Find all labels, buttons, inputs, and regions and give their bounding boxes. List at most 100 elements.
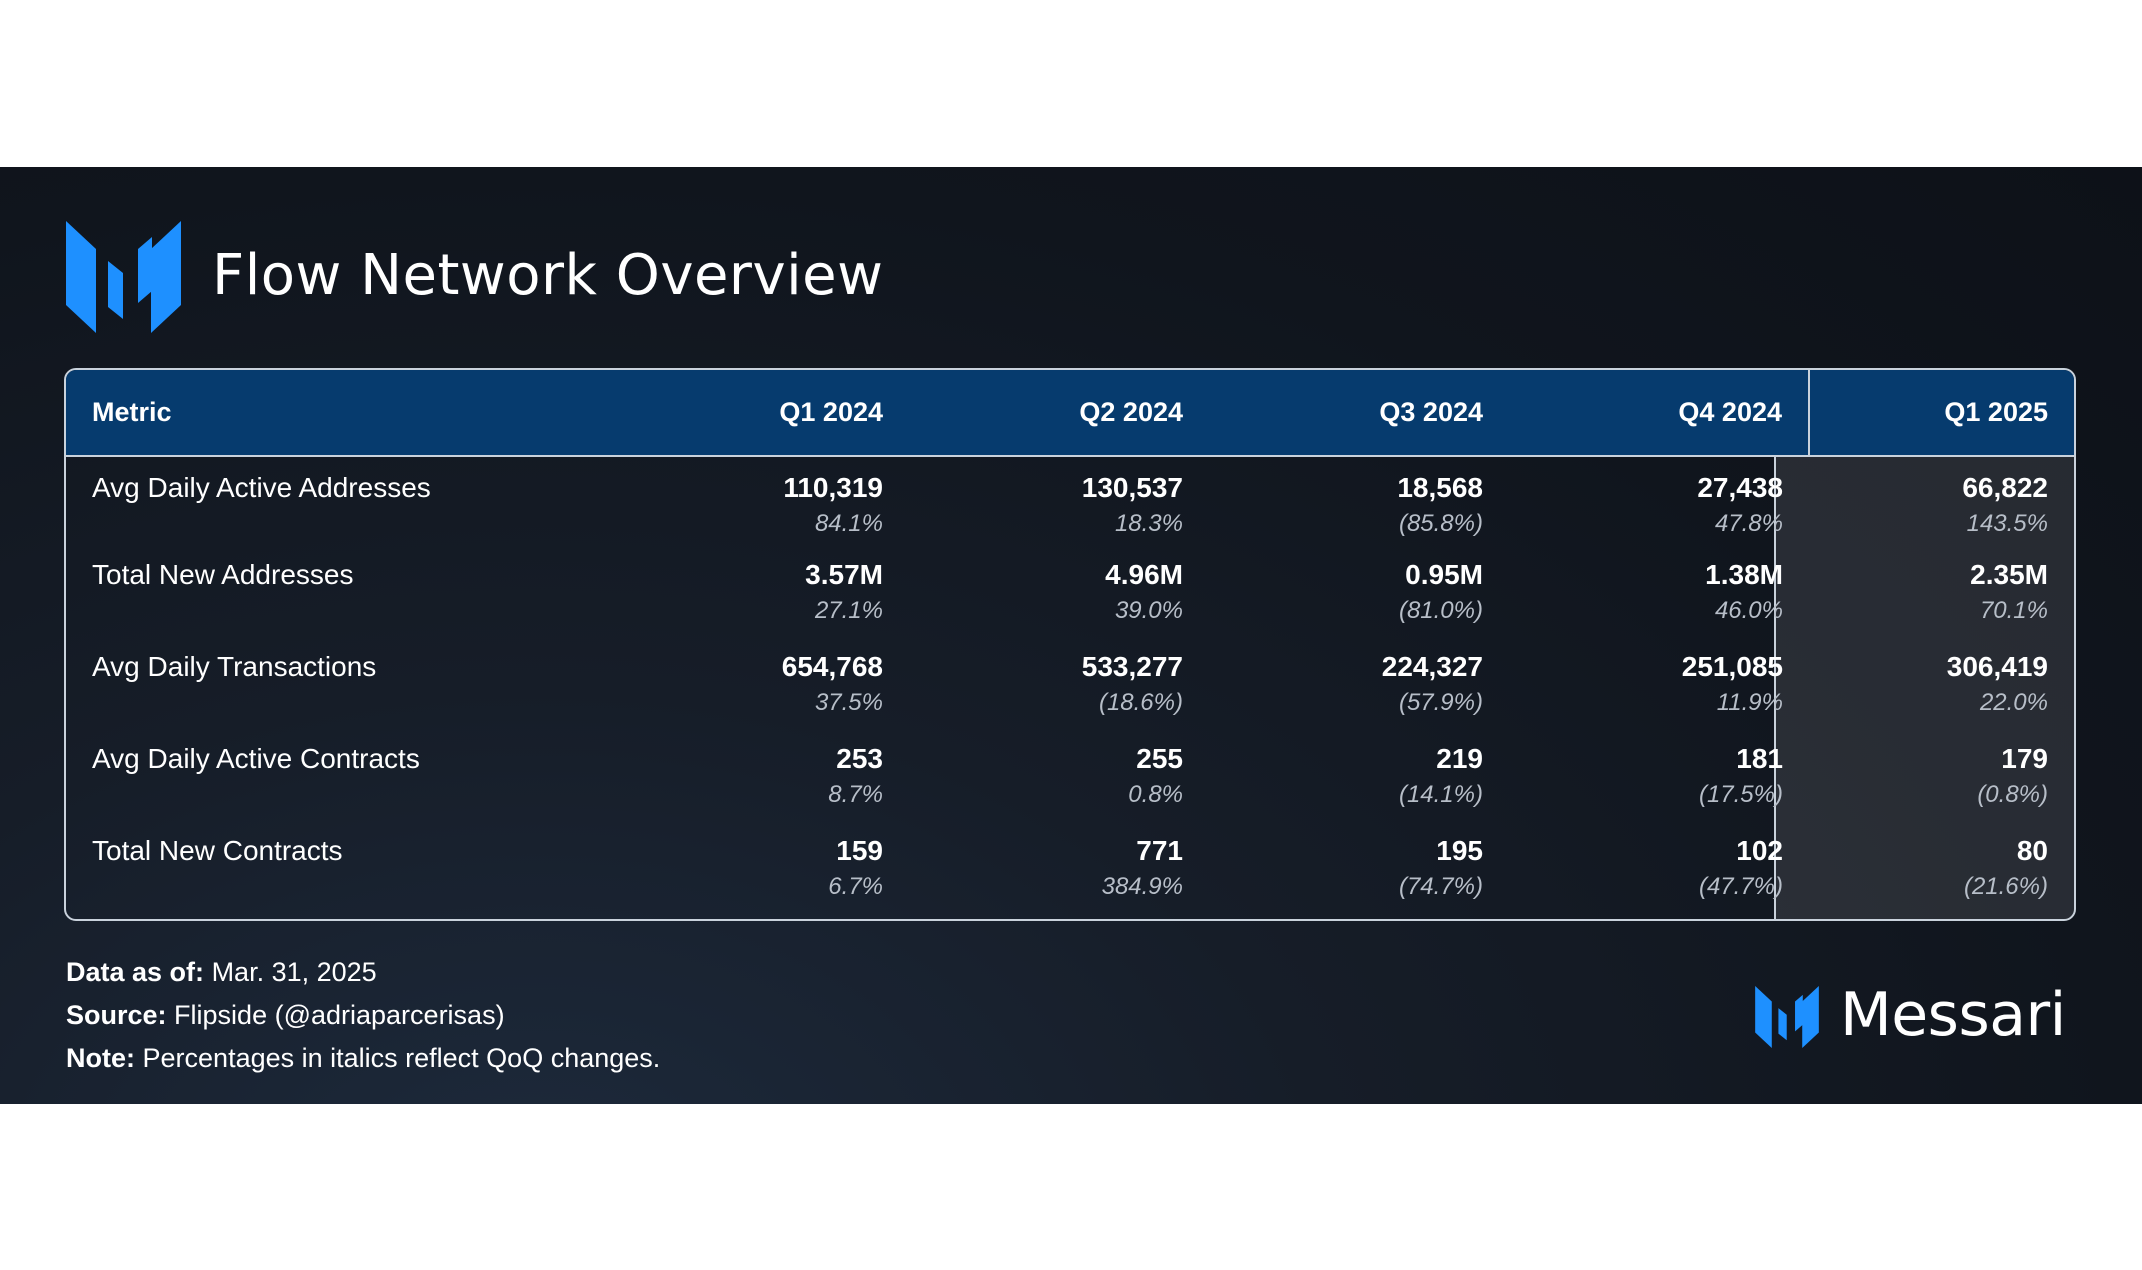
metric-value: 3.57M: [805, 559, 883, 590]
metrics-table-container: Metric Q1 2024 Q2 2024 Q3 2024 Q4 2024 Q…: [64, 368, 2076, 921]
note-value: Percentages in italics reflect QoQ chang…: [142, 1043, 661, 1073]
metric-value: 110,319: [783, 472, 883, 503]
metric-name-cell: Avg Daily Transactions: [66, 648, 609, 740]
metric-value: 181: [1736, 743, 1783, 774]
value-cell: 195 (74.7%): [1209, 832, 1509, 919]
note-line: Note: Percentages in italics reflect QoQ…: [66, 1037, 660, 1080]
value-cell: 306,419 22.0%: [1809, 648, 2074, 740]
metric-name-cell: Avg Daily Active Contracts: [66, 740, 609, 832]
qoq-change: 84.1%: [814, 510, 883, 537]
value-cell: 80 (21.6%): [1809, 832, 2074, 919]
metric-value: 66,822: [1962, 472, 2048, 503]
metric-value: 80: [2016, 835, 2048, 866]
metric-label: Avg Daily Active Addresses: [92, 472, 431, 503]
qoq-change: 18.3%: [1114, 510, 1183, 537]
table-row: Avg Daily Active Addresses 110,319 84.1% …: [66, 456, 2074, 556]
qoq-change: 6.7%: [828, 873, 883, 900]
source-value: Flipside (@adriaparcerisas): [174, 1000, 505, 1030]
metric-label: Total New Addresses: [92, 559, 354, 590]
value-cell: 771 384.9%: [909, 832, 1209, 919]
value-cell: 102 (47.7%): [1509, 832, 1809, 919]
overview-panel: Flow Network Overview Metric Q1 2024 Q2 …: [0, 167, 2142, 1104]
value-cell: 3.57M 27.1%: [609, 556, 909, 648]
column-header-q3-2024: Q3 2024: [1209, 370, 1509, 457]
value-cell: 219 (14.1%): [1209, 740, 1509, 832]
metric-value: 771: [1136, 835, 1183, 866]
messari-logo-icon: [1755, 986, 1819, 1048]
table-row: Avg Daily Transactions 654,768 37.5% 533,…: [66, 648, 2074, 740]
metric-value: 4.96M: [1105, 559, 1183, 590]
data-date-value: Mar. 31, 2025: [211, 957, 377, 987]
metric-value: 219: [1436, 743, 1483, 774]
qoq-change: 11.9%: [1716, 689, 1783, 716]
metric-value: 195: [1436, 835, 1483, 866]
qoq-change: (85.8%): [1398, 510, 1483, 537]
metric-value: 159: [836, 835, 883, 866]
qoq-change: (81.0%): [1398, 597, 1483, 624]
qoq-change: (18.6%): [1098, 689, 1183, 716]
source-label: Source:: [66, 1000, 167, 1030]
source-line: Source: Flipside (@adriaparcerisas): [66, 994, 660, 1037]
metric-value: 533,277: [1081, 651, 1183, 682]
value-cell: 181 (17.5%): [1509, 740, 1809, 832]
brand-mark: Messari: [1754, 980, 2076, 1050]
qoq-change: (57.9%): [1398, 689, 1483, 716]
footer-notes: Data as of: Mar. 31, 2025 Source: Flipsi…: [66, 951, 660, 1080]
value-cell: 4.96M 39.0%: [909, 556, 1209, 648]
metric-label: Total New Contracts: [92, 835, 343, 866]
metric-value: 654,768: [781, 651, 883, 682]
qoq-change: 37.5%: [814, 689, 883, 716]
metric-value: 224,327: [1381, 651, 1483, 682]
qoq-change: 384.9%: [1101, 873, 1183, 900]
column-header-q2-2024: Q2 2024: [909, 370, 1209, 457]
qoq-change: 46.0%: [1714, 597, 1783, 624]
metric-value: 1.38M: [1705, 559, 1783, 590]
table-header-row: Metric Q1 2024 Q2 2024 Q3 2024 Q4 2024 Q…: [66, 370, 2074, 457]
data-date-line: Data as of: Mar. 31, 2025: [66, 951, 660, 994]
metric-value: 306,419: [1946, 651, 2048, 682]
metric-value: 130,537: [1081, 472, 1183, 503]
metric-value: 18,568: [1397, 472, 1483, 503]
note-label: Note:: [66, 1043, 135, 1073]
qoq-change: (21.6%): [1963, 873, 2048, 900]
value-cell: 251,085 11.9%: [1509, 648, 1809, 740]
column-header-metric: Metric: [66, 370, 609, 457]
table-row: Avg Daily Active Contracts 253 8.7% 255 0.…: [66, 740, 2074, 832]
column-header-q1-2024: Q1 2024: [609, 370, 909, 457]
highlight-column-q1-2025: [1774, 370, 2074, 919]
value-cell: 159 6.7%: [609, 832, 909, 919]
value-cell: 2.35M 70.1%: [1809, 556, 2074, 648]
qoq-change: 47.8%: [1714, 510, 1783, 537]
metrics-table: Metric Q1 2024 Q2 2024 Q3 2024 Q4 2024 Q…: [66, 370, 2074, 919]
metric-name-cell: Avg Daily Active Addresses: [66, 456, 609, 556]
value-cell: 179 (0.8%): [1809, 740, 2074, 832]
qoq-change: (17.5%): [1698, 781, 1783, 808]
table-row: Total New Addresses 3.57M 27.1% 4.96M 39.0…: [66, 556, 2074, 648]
column-header-q1-2025: Q1 2025: [1808, 370, 2074, 457]
value-cell: 0.95M (81.0%): [1209, 556, 1509, 648]
metric-value: 0.95M: [1405, 559, 1483, 590]
metric-value: 251,085: [1681, 651, 1783, 682]
qoq-change: (74.7%): [1398, 873, 1483, 900]
qoq-change: 22.0%: [1979, 689, 2048, 716]
metric-value: 102: [1736, 835, 1783, 866]
value-cell: 18,568 (85.8%): [1209, 456, 1509, 556]
metric-name-cell: Total New Contracts: [66, 832, 609, 919]
qoq-change: 70.1%: [1979, 597, 2048, 624]
qoq-change: 0.8%: [1128, 781, 1183, 808]
column-header-q4-2024: Q4 2024: [1509, 370, 1809, 457]
metric-label: Avg Daily Transactions: [92, 651, 377, 682]
metric-value: 253: [836, 743, 883, 774]
messari-logo-icon: [66, 221, 181, 333]
metric-value: 2.35M: [1970, 559, 2048, 590]
qoq-change: (0.8%): [1977, 781, 2048, 808]
qoq-change: (14.1%): [1398, 781, 1483, 808]
value-cell: 533,277 (18.6%): [909, 648, 1209, 740]
value-cell: 66,822 143.5%: [1809, 456, 2074, 556]
value-cell: 255 0.8%: [909, 740, 1209, 832]
qoq-change: 143.5%: [1966, 510, 2048, 537]
data-date-label: Data as of:: [66, 957, 205, 987]
metric-label: Avg Daily Active Contracts: [92, 743, 420, 774]
table-row: Total New Contracts 159 6.7% 771 384.9% 19…: [66, 832, 2074, 919]
brand-name: Messari: [1840, 980, 2066, 1050]
